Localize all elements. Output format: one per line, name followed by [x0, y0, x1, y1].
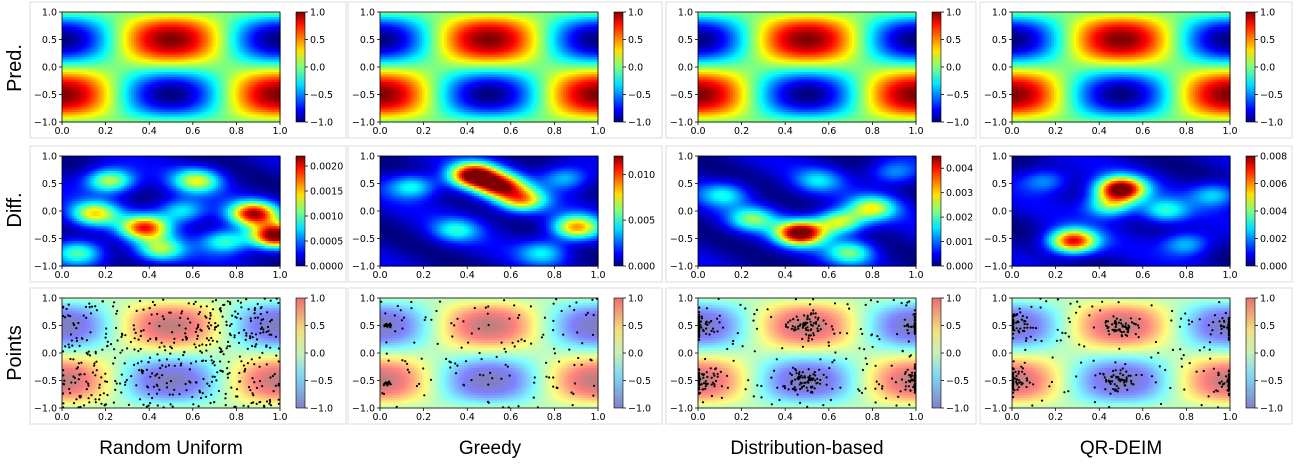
- colorbar-tick-label: 0.5: [310, 35, 325, 46]
- y-tick-label: 0.5: [42, 35, 57, 46]
- panel-0-0: 0.0 0.2 0.4 0.6 0.8 1.0 1.0 0.5 0.0 −0.5 −1.0 1.0 0.…: [30, 2, 346, 138]
- x-tick-label: 0.6: [185, 126, 200, 137]
- panel-0-1: 0.0 0.2 0.4 0.6 0.8 1.01.00.50.0−0.5−1.01.00.…: [348, 2, 662, 138]
- colorbar-tick-label: 0.0: [310, 63, 325, 74]
- x-tick-label: 1.0: [272, 126, 287, 137]
- x-tick-label: 0.8: [229, 126, 244, 137]
- colorbar-tick-label: −1.0: [310, 118, 333, 129]
- x-tick-label: 0.2: [98, 126, 113, 137]
- y-tick-label: −1.0: [34, 118, 57, 129]
- row-label-pred: Pred.: [4, 44, 26, 92]
- colorbar: [296, 12, 305, 122]
- y-tick-label: 1.0: [42, 8, 57, 19]
- x-tick-label: 0.4: [142, 126, 157, 137]
- y-tick-label: −0.5: [34, 90, 57, 101]
- row-label-diff: Diff.: [4, 192, 26, 227]
- colorbar-tick-label: −0.5: [310, 90, 333, 101]
- y-tick-label: 0.0: [42, 63, 57, 74]
- panels-layer: 0.0 0.2 0.4 0.6 0.8 1.0 1.0 0.5 0.0 −0.5 −1.0 1.0 0.…: [30, 2, 1292, 424]
- row-label-points: Points: [4, 325, 26, 381]
- colorbar-tick-label: 1.0: [310, 8, 325, 19]
